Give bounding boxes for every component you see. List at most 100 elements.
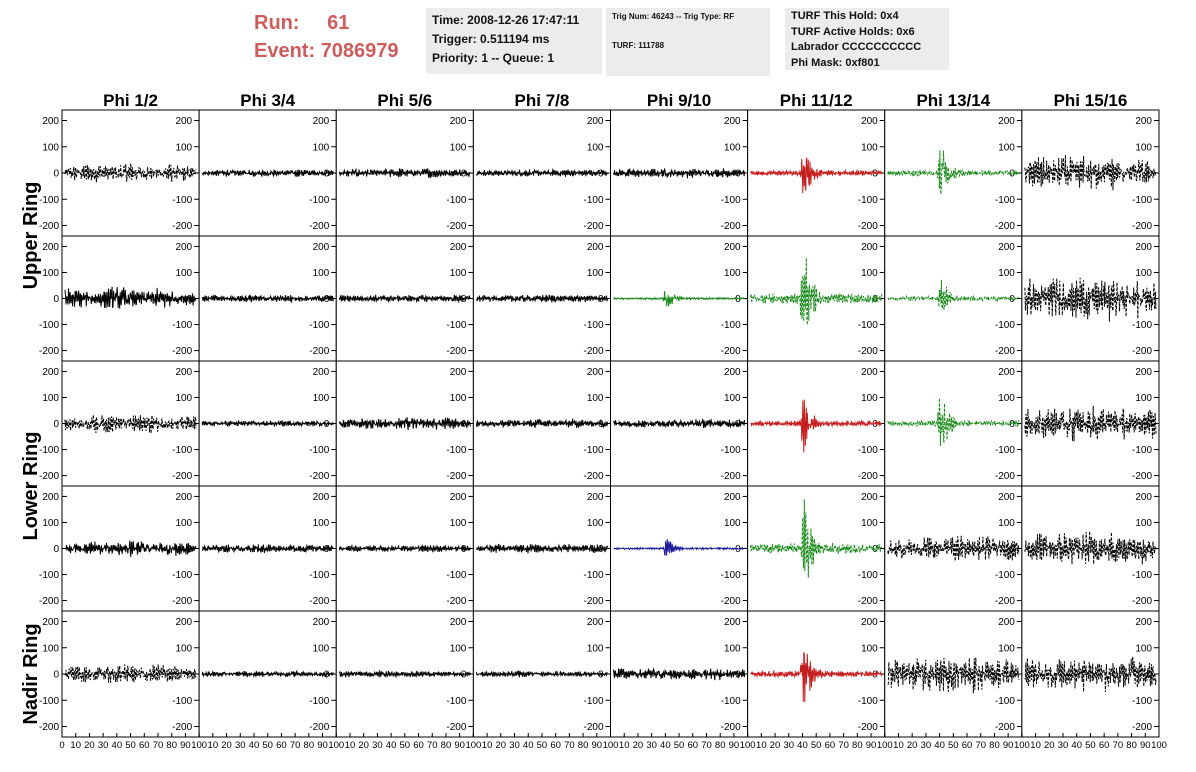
x-tick-label: 20 (496, 740, 507, 751)
y-tick-label: 100 (450, 142, 467, 153)
y-tick-label: -100 (583, 195, 603, 206)
y-tick-label: -200 (995, 346, 1015, 357)
y-tick-label: 0 (1009, 169, 1015, 180)
y-tick-label: -100 (583, 570, 603, 581)
y-tick-label: -100 (1132, 320, 1152, 331)
x-tick-label: 20 (907, 740, 918, 751)
x-tick-label: 10 (1030, 740, 1041, 751)
y-tick-label: 100 (1135, 142, 1152, 153)
y-tick-label: 200 (587, 617, 604, 628)
y-tick-label: -200 (172, 221, 192, 232)
y-tick-label: 100 (998, 142, 1015, 153)
y-tick-label: -200 (172, 722, 192, 733)
y-tick-label: 100 (313, 268, 330, 279)
y-tick-label: 100 (42, 393, 59, 404)
y-tick-label: -100 (721, 570, 741, 581)
waveform-trace (338, 543, 471, 553)
y-tick-label: 100 (861, 643, 878, 654)
y-tick-label: -100 (172, 696, 192, 707)
x-tick-label: 60 (825, 740, 836, 751)
y-tick-label: -100 (721, 445, 741, 456)
x-tick-label: 50 (1085, 740, 1096, 751)
y-tick-label: 100 (42, 142, 59, 153)
y-tick-label: 200 (450, 242, 467, 253)
y-tick-label: 100 (450, 518, 467, 529)
y-tick-label: 200 (42, 492, 59, 503)
waveform-trace (64, 664, 197, 683)
x-tick-label: 30 (1058, 740, 1069, 751)
y-tick-label: 200 (724, 367, 741, 378)
y-tick-label: -200 (446, 221, 466, 232)
x-tick-label: 80 (852, 740, 863, 751)
y-tick-label: 0 (53, 419, 59, 430)
x-tick-label: 40 (112, 740, 123, 751)
x-tick-label: 50 (537, 740, 548, 751)
y-tick-label: -200 (309, 722, 329, 733)
y-tick-label: 200 (998, 617, 1015, 628)
y-tick-label: -100 (39, 320, 59, 331)
x-tick-label: 80 (715, 740, 726, 751)
waveform-trace (613, 418, 746, 429)
y-tick-label: -200 (583, 722, 603, 733)
y-tick-label: -100 (309, 570, 329, 581)
column-titles: Phi 1/2 Phi 3/4 Phi 5/6 Phi 7/8 Phi 9/10 Phi … (103, 91, 1127, 110)
x-tick-label: 20 (221, 740, 232, 751)
y-tick-label: 100 (861, 142, 878, 153)
y-tick-label: -200 (446, 596, 466, 607)
y-tick-label: 200 (175, 242, 192, 253)
x-axis: 0 10 20 30 40 50 60 70 80 90 100 10 20 30 40 50 60 70 80 90… (59, 733, 1167, 751)
y-tick-label: 100 (1135, 643, 1152, 654)
x-tick-label: 80 (166, 740, 177, 751)
x-tick-label: 100 (191, 740, 207, 751)
y-tick-label: 200 (450, 116, 467, 127)
y-tick-label: 100 (175, 643, 192, 654)
y-tick-label: 200 (998, 367, 1015, 378)
y-tick-label: -200 (583, 346, 603, 357)
y-tick-label: -100 (39, 195, 59, 206)
y-tick-label: -200 (446, 471, 466, 482)
y-tick-label: -100 (309, 320, 329, 331)
y-tick-label: 200 (998, 242, 1015, 253)
waveform-trace (202, 543, 334, 554)
waveform-trace (1024, 656, 1157, 693)
x-tick-label: 60 (550, 740, 561, 751)
column-title: Phi 5/6 (377, 91, 432, 110)
x-tick-label: 80 (1126, 740, 1137, 751)
turf-hold-text: TURF This Hold: 0x4 (791, 10, 899, 22)
y-tick-label: 100 (587, 142, 604, 153)
y-tick-label: 0 (872, 169, 878, 180)
y-tick-label: 100 (175, 518, 192, 529)
waveform-trace (338, 417, 471, 431)
waveform-trace (475, 418, 608, 429)
y-tick-label: -100 (39, 445, 59, 456)
y-tick-label: 100 (42, 643, 59, 654)
waveform-trace (1024, 405, 1157, 442)
x-tick-label: 0 (59, 740, 64, 751)
y-tick-label: -200 (1132, 346, 1152, 357)
y-tick-label: 100 (587, 643, 604, 654)
y-tick-label: -200 (446, 346, 466, 357)
waveform-trace (201, 168, 334, 178)
y-tick-label: -200 (39, 221, 59, 232)
y-tick-label: -100 (309, 696, 329, 707)
y-tick-label: -100 (583, 320, 603, 331)
y-tick-label: 100 (724, 393, 741, 404)
row-title: Nadir Ring (20, 623, 42, 724)
y-tick-label: 200 (1135, 617, 1152, 628)
y-tick-label: 100 (587, 393, 604, 404)
y-tick-label: 200 (998, 492, 1015, 503)
x-tick-label: 20 (633, 740, 644, 751)
y-tick-label: 200 (42, 116, 59, 127)
